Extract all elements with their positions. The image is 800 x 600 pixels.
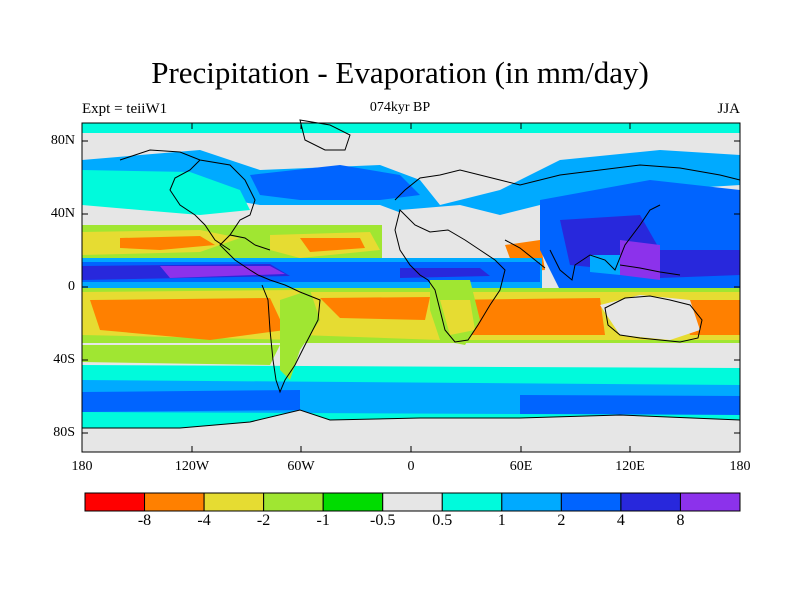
lat-label-40n: 40N [50, 206, 75, 221]
lon-label-0: 0 [407, 459, 415, 474]
axis-ticks [81, 123, 741, 452]
lat-label-80n: 80N [50, 133, 75, 148]
experiment-label: Expt = teiiW1 [82, 101, 168, 117]
colorbar-swatch [679, 492, 741, 512]
colorbar-swatch [263, 492, 324, 512]
lon-label-60w: 60W [287, 459, 315, 474]
colorbar-label: -8 [137, 512, 152, 529]
lon-label-180e: 180 [729, 459, 751, 474]
colorbar-swatch [501, 492, 562, 512]
map-fill [82, 123, 740, 452]
coastlines [82, 119, 741, 429]
colorbar-label: -4 [197, 512, 211, 529]
colorbar-swatch [382, 492, 443, 512]
colorbar-swatch [144, 492, 205, 512]
colorbar-swatch [560, 492, 622, 512]
lon-label-180w: 180 [71, 459, 93, 474]
colorbar-swatch [84, 492, 146, 512]
lon-label-120w: 120W [174, 459, 210, 474]
time-label: 074kyr BP [369, 100, 431, 115]
lon-label-60e: 60E [509, 459, 533, 474]
colorbar [84, 492, 741, 512]
colorbar-label: -0.5 [370, 512, 396, 529]
colorbar-swatch [203, 492, 265, 512]
lat-label-40s: 40S [53, 352, 75, 367]
colorbar-swatch [322, 492, 384, 512]
season-label: JJA [717, 101, 740, 117]
colorbar-label: -1 [316, 512, 330, 529]
lat-label-80s: 80S [53, 425, 75, 440]
lat-label-0: 0 [68, 279, 75, 294]
colorbar-label: 4 [616, 512, 625, 529]
colorbar-label: -2 [256, 512, 271, 529]
colorbar-label: 8 [676, 512, 685, 529]
map-title: Precipitation - Evaporation (in mm/day) [151, 55, 649, 90]
colorbar-swatch [620, 492, 681, 512]
colorbar-swatch [441, 492, 503, 512]
colorbar-label: 0.5 [432, 512, 453, 529]
colorbar-label: 2 [557, 512, 566, 529]
colorbar-label: 1 [497, 512, 506, 529]
lon-label-120e: 120E [615, 459, 645, 474]
